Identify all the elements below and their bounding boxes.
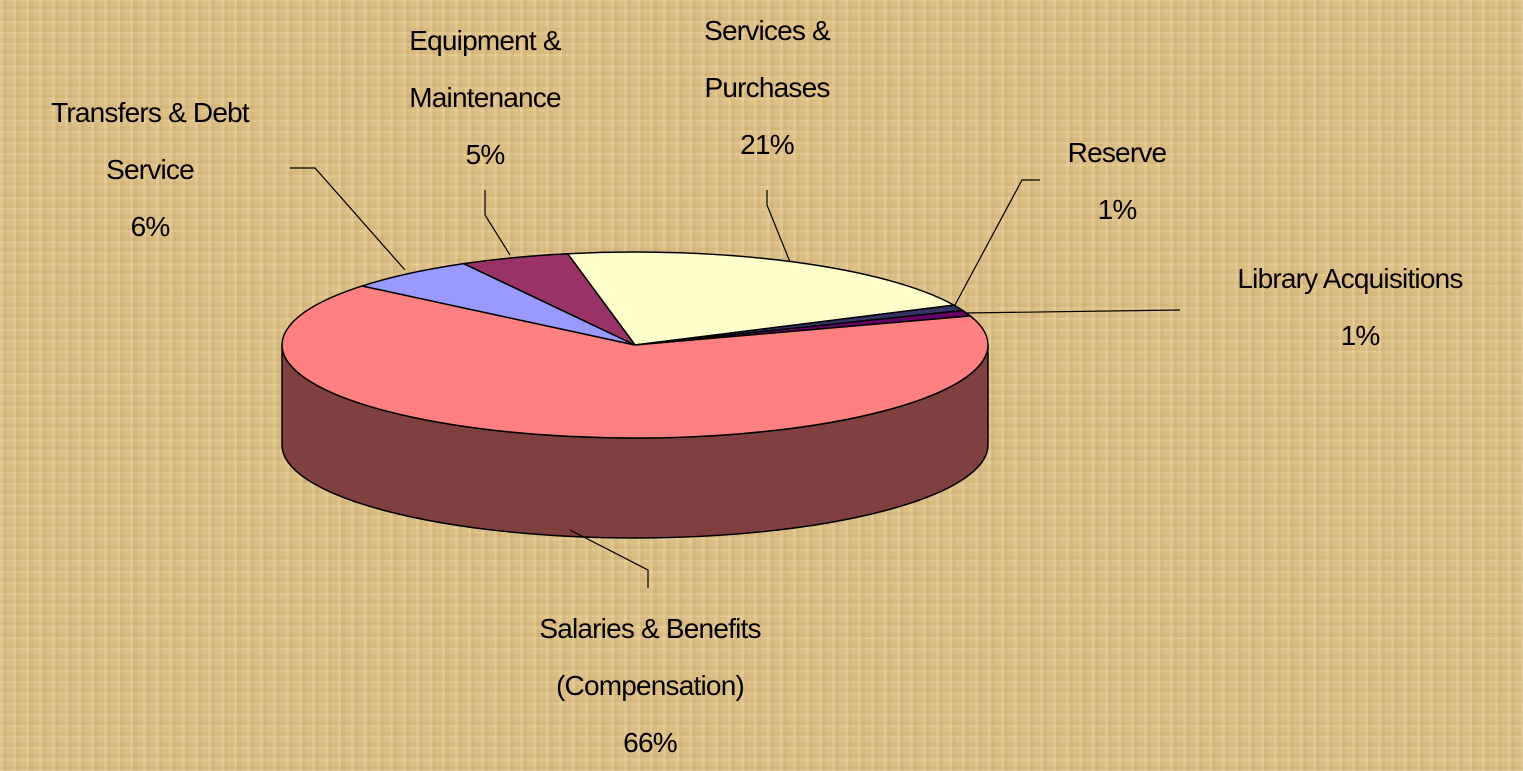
leader-lines bbox=[290, 167, 1181, 588]
slice-label: Salaries & Benefits (Compensation) 66% bbox=[500, 600, 800, 771]
leader-line bbox=[964, 309, 1181, 314]
slice-label: Library Acquisitions 1% bbox=[1170, 250, 1523, 364]
category-label: Services & Purchases bbox=[704, 15, 831, 103]
leader-line bbox=[766, 190, 791, 263]
leader-line bbox=[569, 529, 649, 588]
leader-line bbox=[290, 167, 406, 271]
slice-label: Equipment & Maintenance 5% bbox=[390, 12, 580, 183]
value-label: 5% bbox=[465, 139, 506, 170]
slice bbox=[359, 262, 636, 346]
value-label: 66% bbox=[623, 727, 677, 758]
slice-label: Transfers & Debt Service 6% bbox=[20, 84, 280, 255]
category-label: Reserve bbox=[1067, 137, 1167, 168]
slice-label: Services & Purchases 21% bbox=[667, 2, 867, 173]
value-label: 1% bbox=[1097, 194, 1138, 225]
slice bbox=[461, 252, 636, 346]
slice-label: Reserve 1% bbox=[1017, 124, 1217, 238]
value-label: 1% bbox=[1340, 320, 1381, 351]
value-label: 6% bbox=[130, 211, 171, 242]
leader-line bbox=[484, 190, 511, 256]
slice bbox=[566, 251, 957, 346]
leader-line bbox=[954, 179, 1040, 306]
category-label: Library Acquisitions bbox=[1237, 263, 1463, 294]
category-label: Equipment & Maintenance bbox=[409, 25, 561, 113]
value-label: 21% bbox=[740, 129, 794, 160]
slice bbox=[281, 285, 989, 439]
category-label: Salaries & Benefits (Compensation) bbox=[539, 613, 761, 701]
category-label: Transfers & Debt Service bbox=[51, 97, 250, 185]
pie-tops bbox=[281, 251, 989, 439]
